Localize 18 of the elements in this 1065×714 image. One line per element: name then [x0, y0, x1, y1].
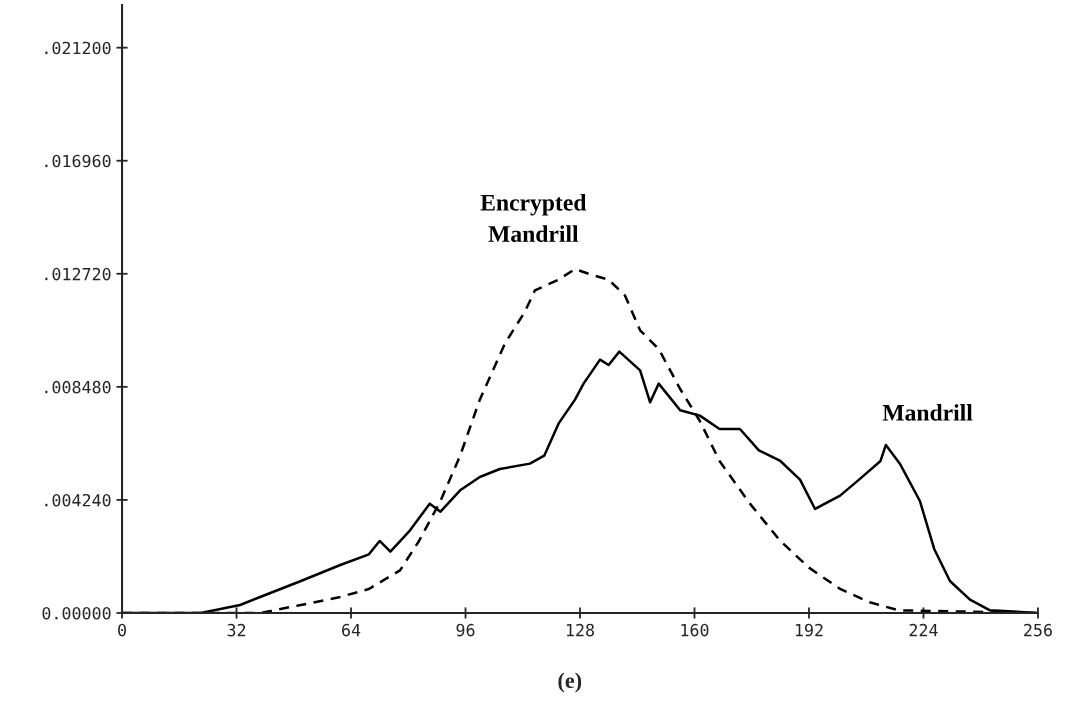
- y-tick-label: .016960: [45, 154, 111, 168]
- x-tick-label: 0: [118, 623, 126, 637]
- x-tick-label: 192: [795, 623, 823, 637]
- x-tick-label: 32: [227, 623, 246, 637]
- y-tick-label: .021200: [45, 41, 111, 55]
- x-tick-label: 256: [1024, 623, 1052, 637]
- y-tick-label: .008480: [45, 380, 111, 394]
- y-tick-label: .012720: [45, 267, 111, 281]
- x-tick-label: 160: [681, 623, 709, 637]
- x-tick-label: 128: [566, 623, 594, 637]
- text: (e): [558, 672, 582, 693]
- x-tick-label: 64: [342, 623, 361, 637]
- series-label: Mandrill: [882, 404, 973, 421]
- y-tick-label: 0.00000: [42, 606, 111, 620]
- y-tick-label: .004240: [45, 493, 111, 507]
- x-tick-label: 224: [909, 623, 938, 637]
- x-tick-label: 96: [456, 623, 475, 637]
- series-label: Encrypted Mandrill: [480, 194, 587, 242]
